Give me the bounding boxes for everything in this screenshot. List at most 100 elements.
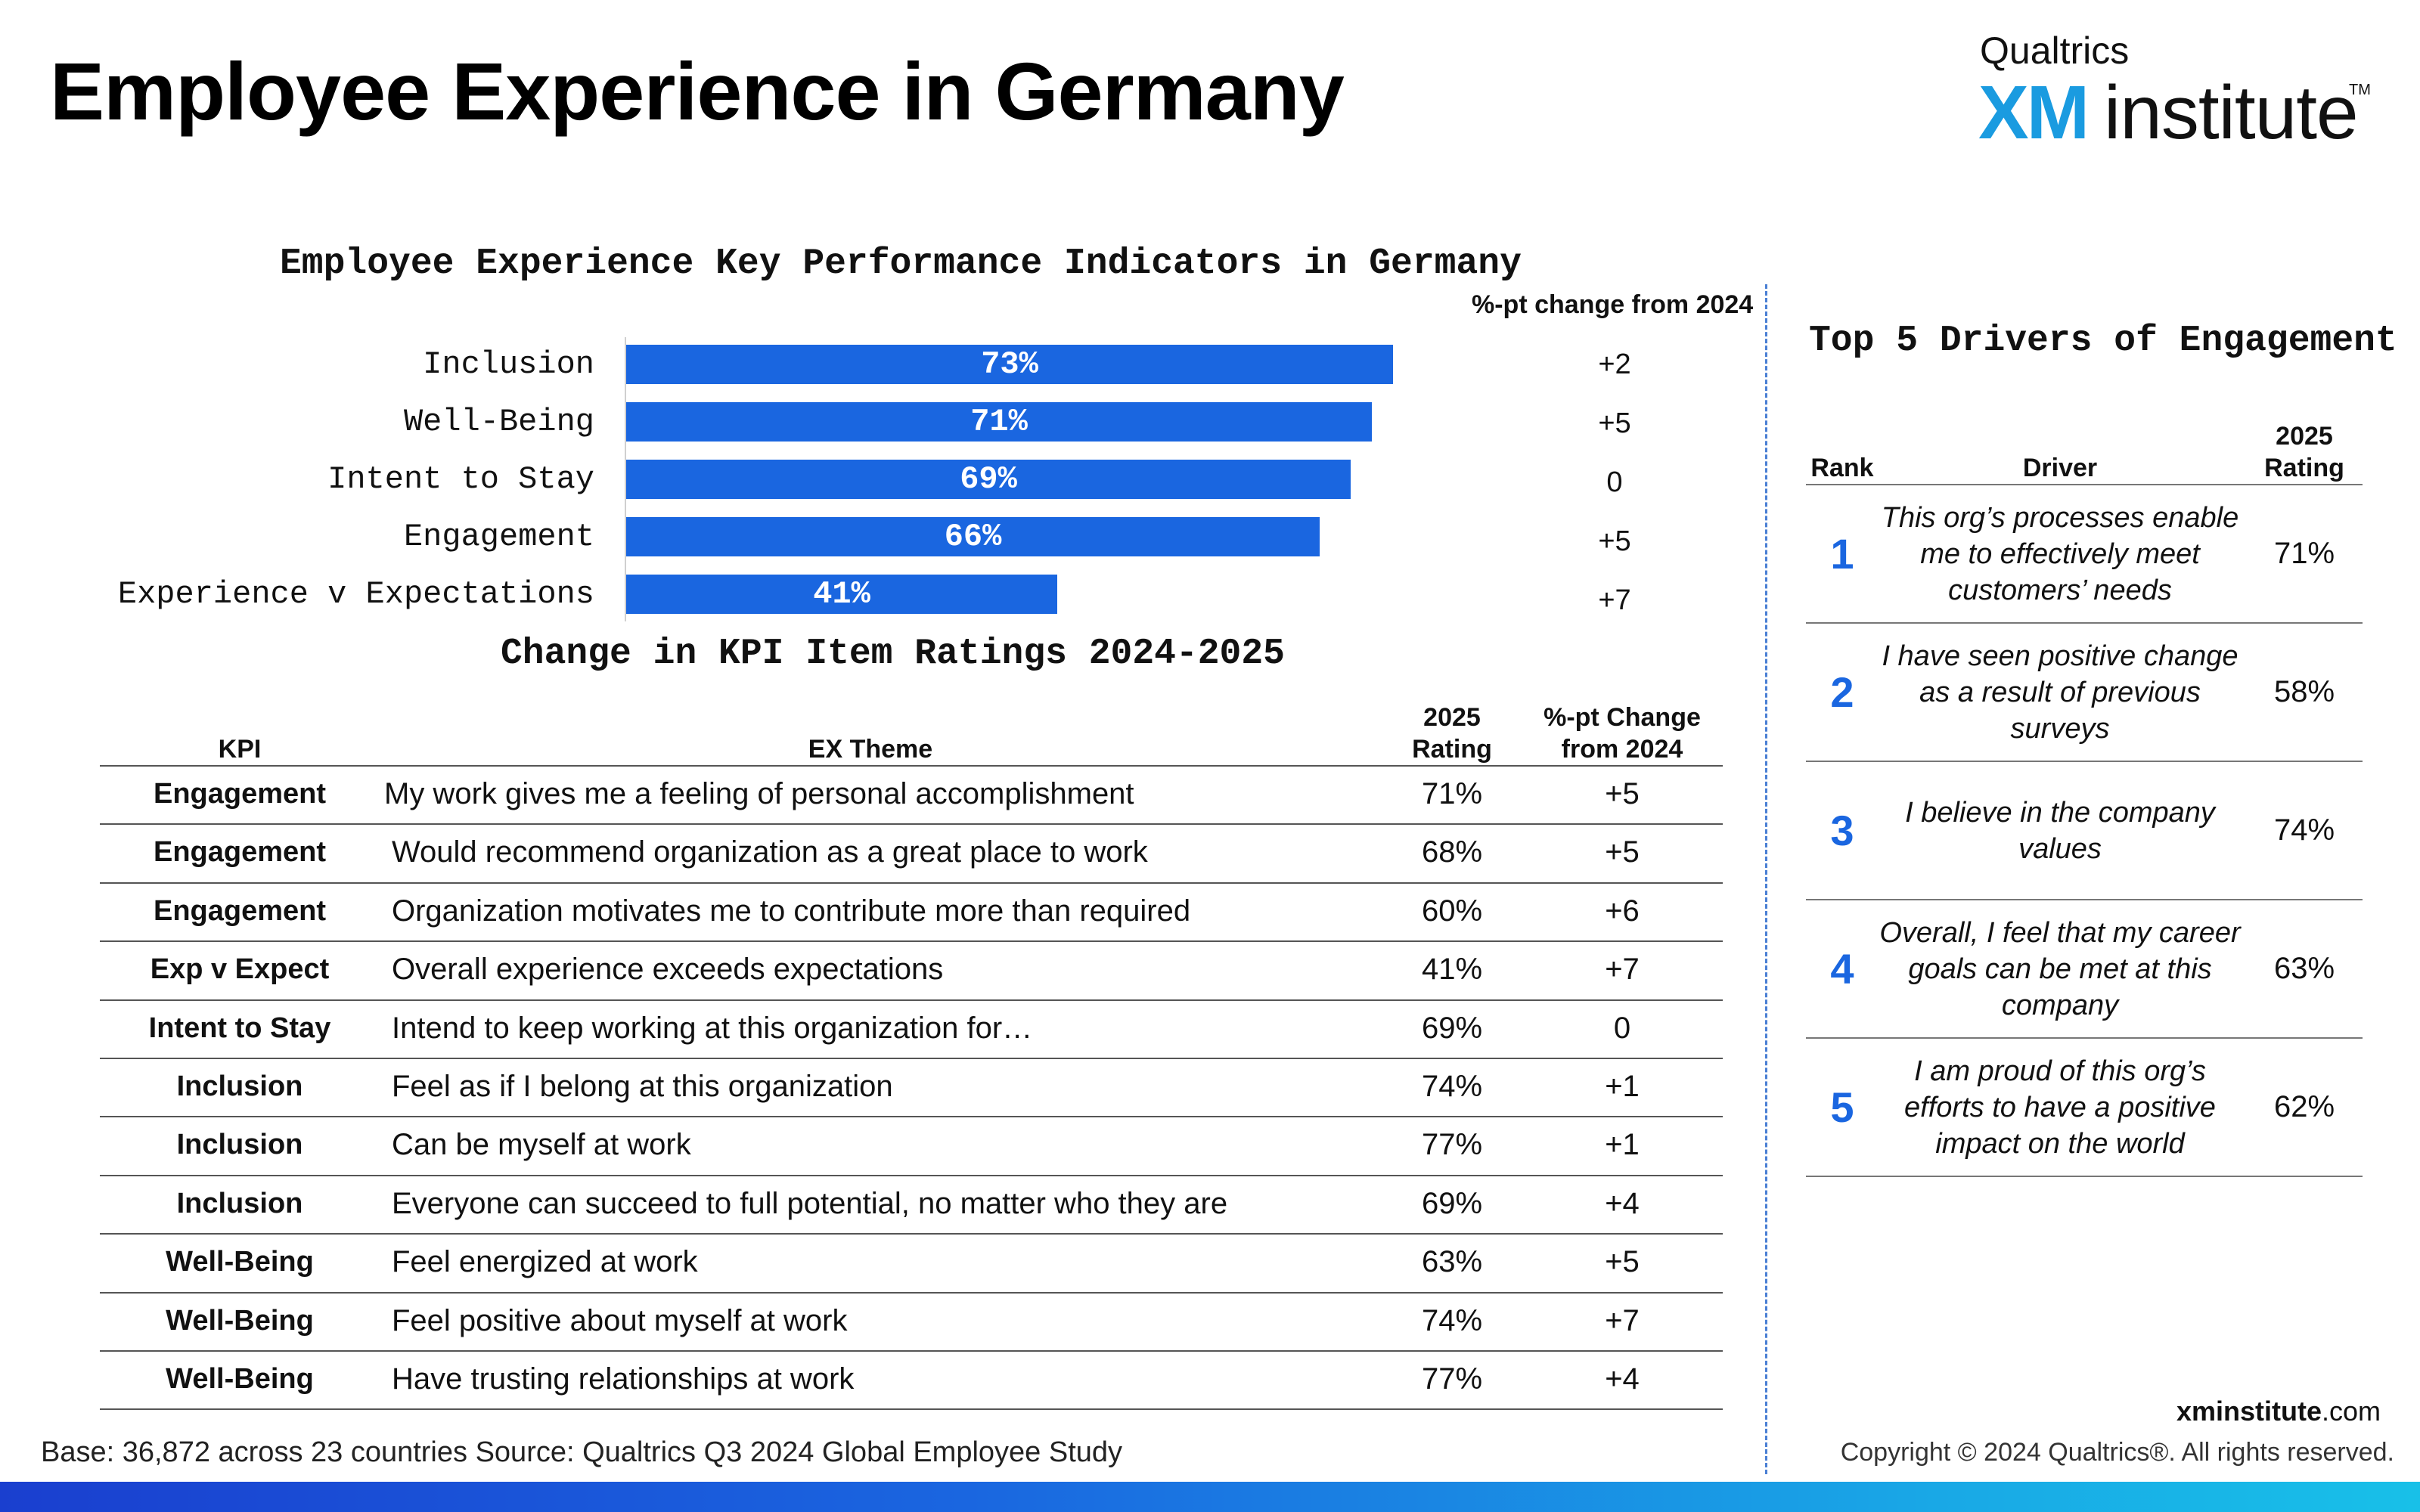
- footer-base-label: Base:: [41, 1436, 115, 1468]
- drivers-rank-number: 4: [1830, 945, 1854, 993]
- kpi-bar-value-label: 71%: [970, 404, 1028, 440]
- kpi-table-row-rule: [100, 823, 1723, 825]
- kpi-table-rating-cell: 77%: [1421, 1128, 1483, 1161]
- drivers-row-rule: [1806, 1037, 2363, 1039]
- kpi-bar-value-label: 73%: [981, 346, 1038, 383]
- kpi-table-row-rule: [100, 940, 1723, 942]
- kpi-table-theme-cell: Feel energized at work: [392, 1245, 698, 1278]
- kpi-table-header-rule: [100, 765, 1723, 767]
- kpi-table-theme-cell: Overall experience exceeds expectations: [392, 953, 944, 986]
- drivers-row-rule: [1806, 761, 2363, 762]
- kpi-table-change-cell: +4: [1605, 1187, 1640, 1220]
- kpi-bar-label: Experience v Expectations: [117, 576, 594, 612]
- drivers-header-rating-line1: 2025: [2276, 422, 2333, 451]
- kpi-table-row-rule: [100, 1408, 1723, 1410]
- kpi-table-row-rule: [100, 1058, 1723, 1059]
- drivers-text: I believe in the company values: [1905, 796, 2215, 865]
- drivers-text: I have seen positive change as a result …: [1882, 640, 2238, 745]
- kpi-table-change-cell: +1: [1605, 1070, 1640, 1103]
- kpi-table-header-change-line1: %-pt Change: [1544, 703, 1701, 732]
- drivers-text: Overall, I feel that my career goals can…: [1879, 916, 2241, 1021]
- drivers-rank-number: 5: [1830, 1083, 1854, 1131]
- kpi-table-kpi-cell: Inclusion: [176, 1188, 303, 1219]
- kpi-bar-value-label: 66%: [944, 519, 1002, 555]
- kpi-change-value: +2: [1598, 349, 1631, 380]
- footer-base-source: Base: 36,872 across 23 countries Source:…: [41, 1436, 1122, 1469]
- kpi-change-header: %-pt change from 2024: [1472, 290, 1754, 319]
- kpi-table-theme-cell: Would recommend organization as a great …: [392, 835, 1148, 869]
- kpi-table-kpi-cell: Well-Being: [166, 1246, 314, 1278]
- kpi-table-change-cell: +7: [1605, 1304, 1640, 1337]
- kpi-table-rating-cell: 41%: [1421, 953, 1483, 986]
- drivers-header-rank: Rank: [1810, 454, 1874, 482]
- kpi-table-change-cell: +5: [1605, 835, 1640, 869]
- drivers-rank-number: 2: [1830, 668, 1854, 716]
- kpi-table-theme-cell: Can be myself at work: [392, 1128, 691, 1161]
- kpi-table-theme-cell: Organization motivates me to contribute …: [392, 894, 1191, 928]
- kpi-change-value: +7: [1598, 584, 1631, 616]
- kpi-table-row-rule: [100, 1292, 1723, 1294]
- kpi-table-row-rule: [100, 1175, 1723, 1176]
- kpi-table-change-cell: +5: [1605, 777, 1640, 810]
- drivers-text: This org’s processes enable me to effect…: [1881, 501, 2239, 606]
- section-divider: [1765, 284, 1767, 1474]
- drivers-text-cell: I believe in the company values: [1872, 762, 2248, 899]
- kpi-bar-value-label: 41%: [813, 576, 870, 612]
- kpi-table-theme-cell: Everyone can succeed to full potential, …: [392, 1187, 1228, 1220]
- kpi-table-row-rule: [100, 1350, 1723, 1352]
- kpi-bar-label: Well-Being: [403, 404, 594, 440]
- kpi-table-header-rating: 2025 Rating: [1361, 702, 1543, 765]
- kpi-table-kpi-cell: Exp v Expect: [150, 953, 330, 985]
- kpi-table-kpi-cell: Inclusion: [176, 1129, 303, 1160]
- drivers-rank-number: 3: [1830, 807, 1854, 854]
- drivers-rank-number: 1: [1830, 530, 1854, 578]
- kpi-table-kpi-cell: Well-Being: [166, 1305, 314, 1337]
- kpi-bar: 73%: [626, 345, 1393, 384]
- drivers-text-cell: I have seen positive change as a result …: [1872, 624, 2248, 761]
- footer-source-text: Qualtrics Q3 2024 Global Employee Study: [582, 1436, 1123, 1468]
- kpi-table-kpi-cell: Engagement: [153, 778, 327, 810]
- drivers-rating: 58%: [2273, 675, 2335, 708]
- kpi-bar-label: Engagement: [403, 519, 594, 555]
- kpi-bar: 41%: [626, 575, 1057, 614]
- kpi-chart-axis: [625, 337, 626, 621]
- kpi-bar: 71%: [626, 402, 1372, 442]
- logo-institute-text: institute: [2104, 70, 2359, 155]
- page-title: Employee Experience in Germany: [50, 45, 1345, 137]
- drivers-row-rule: [1806, 622, 2363, 624]
- kpi-bar: 69%: [626, 460, 1351, 499]
- kpi-bar-value-label: 69%: [960, 461, 1017, 497]
- kpi-table-kpi-cell: Well-Being: [166, 1363, 314, 1395]
- footer-website-bold: xminstitute: [2176, 1396, 2322, 1427]
- kpi-table-kpi-cell: Inclusion: [176, 1070, 303, 1102]
- kpi-table-row-rule: [100, 1116, 1723, 1117]
- kpi-table-rating-cell: 74%: [1421, 1304, 1483, 1337]
- drivers-title: Top 5 Drivers of Engagement: [1809, 321, 2397, 361]
- kpi-bar-label: Inclusion: [423, 346, 594, 383]
- kpi-table-rating-cell: 69%: [1421, 1012, 1483, 1045]
- drivers-text-cell: Overall, I feel that my career goals can…: [1872, 900, 2248, 1037]
- kpi-table-header-kpi: KPI: [218, 735, 262, 764]
- drivers-text-cell: I am proud of this org’s efforts to have…: [1872, 1039, 2248, 1176]
- logo-trademark: TM: [2349, 82, 2371, 98]
- drivers-text-cell: This org’s processes enable me to effect…: [1872, 485, 2248, 622]
- drivers-header-rule: [1806, 484, 2363, 485]
- footer-website[interactable]: xminstitute.com: [2042, 1396, 2381, 1427]
- kpi-table-theme-cell: My work gives me a feeling of personal a…: [384, 777, 1134, 810]
- kpi-table-kpi-cell: Engagement: [153, 895, 327, 927]
- drivers-rating: 63%: [2273, 952, 2335, 985]
- kpi-table-theme-cell: Intend to keep working at this organizat…: [392, 1012, 1033, 1045]
- kpi-table-change-cell: +1: [1605, 1128, 1640, 1161]
- drivers-rating: 74%: [2273, 813, 2335, 847]
- kpi-table-row-rule: [100, 999, 1723, 1001]
- kpi-table-change-cell: +6: [1605, 894, 1640, 928]
- kpi-table-kpi-cell: Engagement: [153, 836, 327, 868]
- drivers-header-driver: Driver: [2022, 454, 2098, 482]
- kpi-bar: 66%: [626, 517, 1320, 556]
- kpi-change-value: +5: [1598, 525, 1631, 557]
- kpi-table-theme-cell: Feel positive about myself at work: [392, 1304, 848, 1337]
- kpi-table-rating-cell: 63%: [1421, 1245, 1483, 1278]
- kpi-table-theme-cell: Feel as if I belong at this organization: [392, 1070, 893, 1103]
- kpi-table-title: Change in KPI Item Ratings 2024-2025: [501, 634, 1285, 674]
- drivers-rating: 71%: [2273, 537, 2335, 570]
